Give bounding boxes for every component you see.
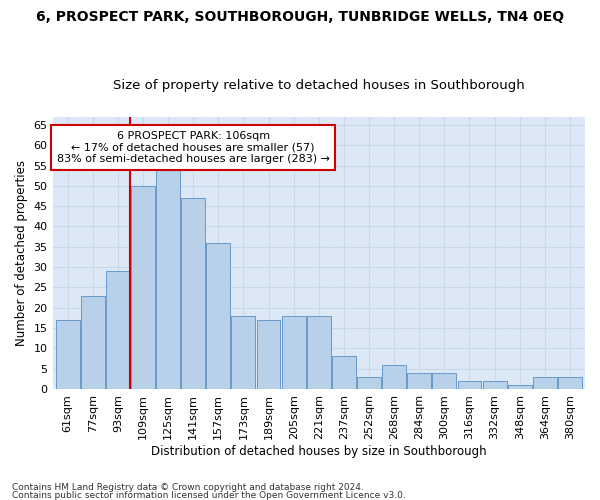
Bar [332, 356, 356, 389]
Bar [407, 372, 431, 389]
Bar [508, 385, 532, 389]
Bar [382, 364, 406, 389]
Bar [257, 320, 280, 389]
Bar [482, 381, 506, 389]
Bar [181, 198, 205, 389]
Bar [56, 320, 80, 389]
Text: Contains public sector information licensed under the Open Government Licence v3: Contains public sector information licen… [12, 491, 406, 500]
Bar [458, 381, 481, 389]
Bar [357, 377, 381, 389]
Bar [106, 271, 130, 389]
Bar [533, 377, 557, 389]
Text: Contains HM Land Registry data © Crown copyright and database right 2024.: Contains HM Land Registry data © Crown c… [12, 484, 364, 492]
X-axis label: Distribution of detached houses by size in Southborough: Distribution of detached houses by size … [151, 444, 487, 458]
Bar [206, 242, 230, 389]
Bar [81, 296, 104, 389]
Bar [307, 316, 331, 389]
Y-axis label: Number of detached properties: Number of detached properties [15, 160, 28, 346]
Title: Size of property relative to detached houses in Southborough: Size of property relative to detached ho… [113, 79, 524, 92]
Text: 6, PROSPECT PARK, SOUTHBOROUGH, TUNBRIDGE WELLS, TN4 0EQ: 6, PROSPECT PARK, SOUTHBOROUGH, TUNBRIDG… [36, 10, 564, 24]
Bar [232, 316, 256, 389]
Text: 6 PROSPECT PARK: 106sqm
← 17% of detached houses are smaller (57)
83% of semi-de: 6 PROSPECT PARK: 106sqm ← 17% of detache… [56, 131, 329, 164]
Bar [433, 372, 456, 389]
Bar [558, 377, 582, 389]
Bar [156, 170, 180, 389]
Bar [131, 186, 155, 389]
Bar [282, 316, 305, 389]
